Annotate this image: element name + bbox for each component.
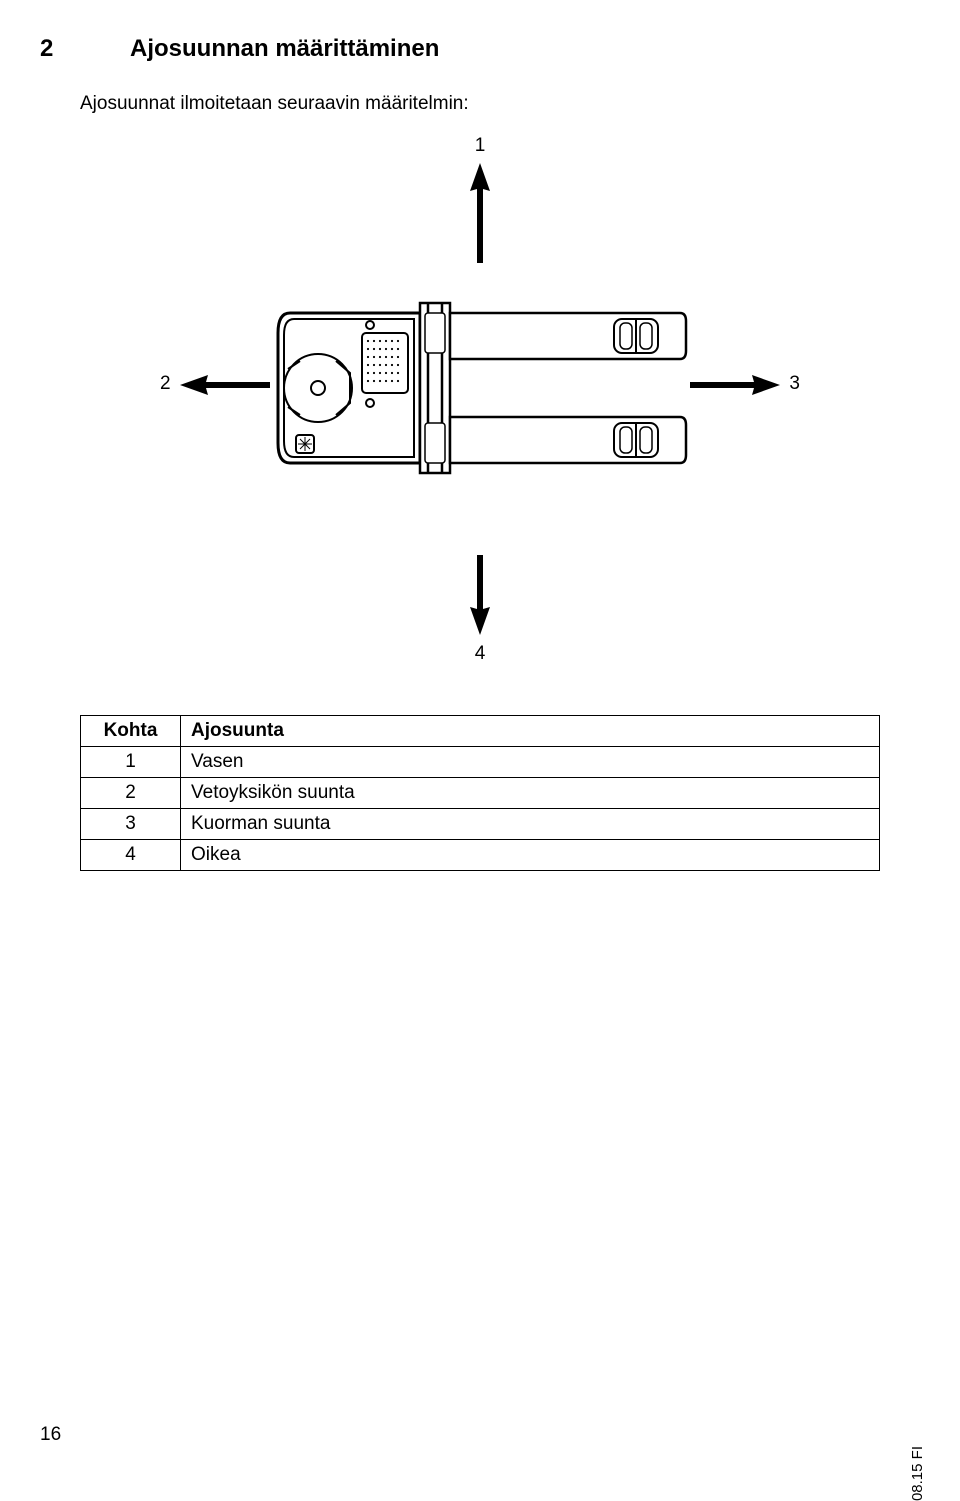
table-cell: Vasen — [181, 747, 880, 778]
forklift-illustration — [270, 273, 690, 503]
page-root: 2 Ajosuunnan määrittäminen Ajosuunnat il… — [0, 0, 960, 1476]
direction-diagram: 1 2 3 4 — [80, 135, 880, 695]
section-number: 2 — [40, 35, 53, 63]
table-cell: Vetoyksikön suunta — [181, 778, 880, 809]
diagram-label-right: 3 — [789, 373, 800, 395]
table-cell: 2 — [81, 778, 181, 809]
arrow-down-icon — [468, 555, 492, 635]
arrow-left-icon — [180, 373, 270, 397]
arrow-up-icon — [468, 163, 492, 263]
arrow-right-icon — [690, 373, 780, 397]
table-row: 3 Kuorman suunta — [81, 809, 880, 840]
table-cell: 1 — [81, 747, 181, 778]
table-row: 4 Oikea — [81, 840, 880, 871]
diagram-label-bottom: 4 — [475, 643, 486, 665]
table-header-ajosuunta: Ajosuunta — [181, 716, 880, 747]
table-header-kohta: Kohta — [81, 716, 181, 747]
page-heading: Ajosuunnan määrittäminen — [130, 35, 880, 63]
diagram-label-top: 1 — [475, 135, 486, 157]
table-cell: Kuorman suunta — [181, 809, 880, 840]
intro-text: Ajosuunnat ilmoitetaan seuraavin määrite… — [80, 93, 880, 115]
table-header-row: Kohta Ajosuunta — [81, 716, 880, 747]
table-cell: Oikea — [181, 840, 880, 871]
table-row: 1 Vasen — [81, 747, 880, 778]
table-row: 2 Vetoyksikön suunta — [81, 778, 880, 809]
footer-code: 08.15 FI — [909, 1446, 926, 1501]
table-cell: 3 — [81, 809, 181, 840]
page-number: 16 — [40, 1424, 61, 1446]
table-cell: 4 — [81, 840, 181, 871]
diagram-label-left: 2 — [160, 373, 171, 395]
direction-table: Kohta Ajosuunta 1 Vasen 2 Vetoyksikön su… — [80, 715, 880, 871]
